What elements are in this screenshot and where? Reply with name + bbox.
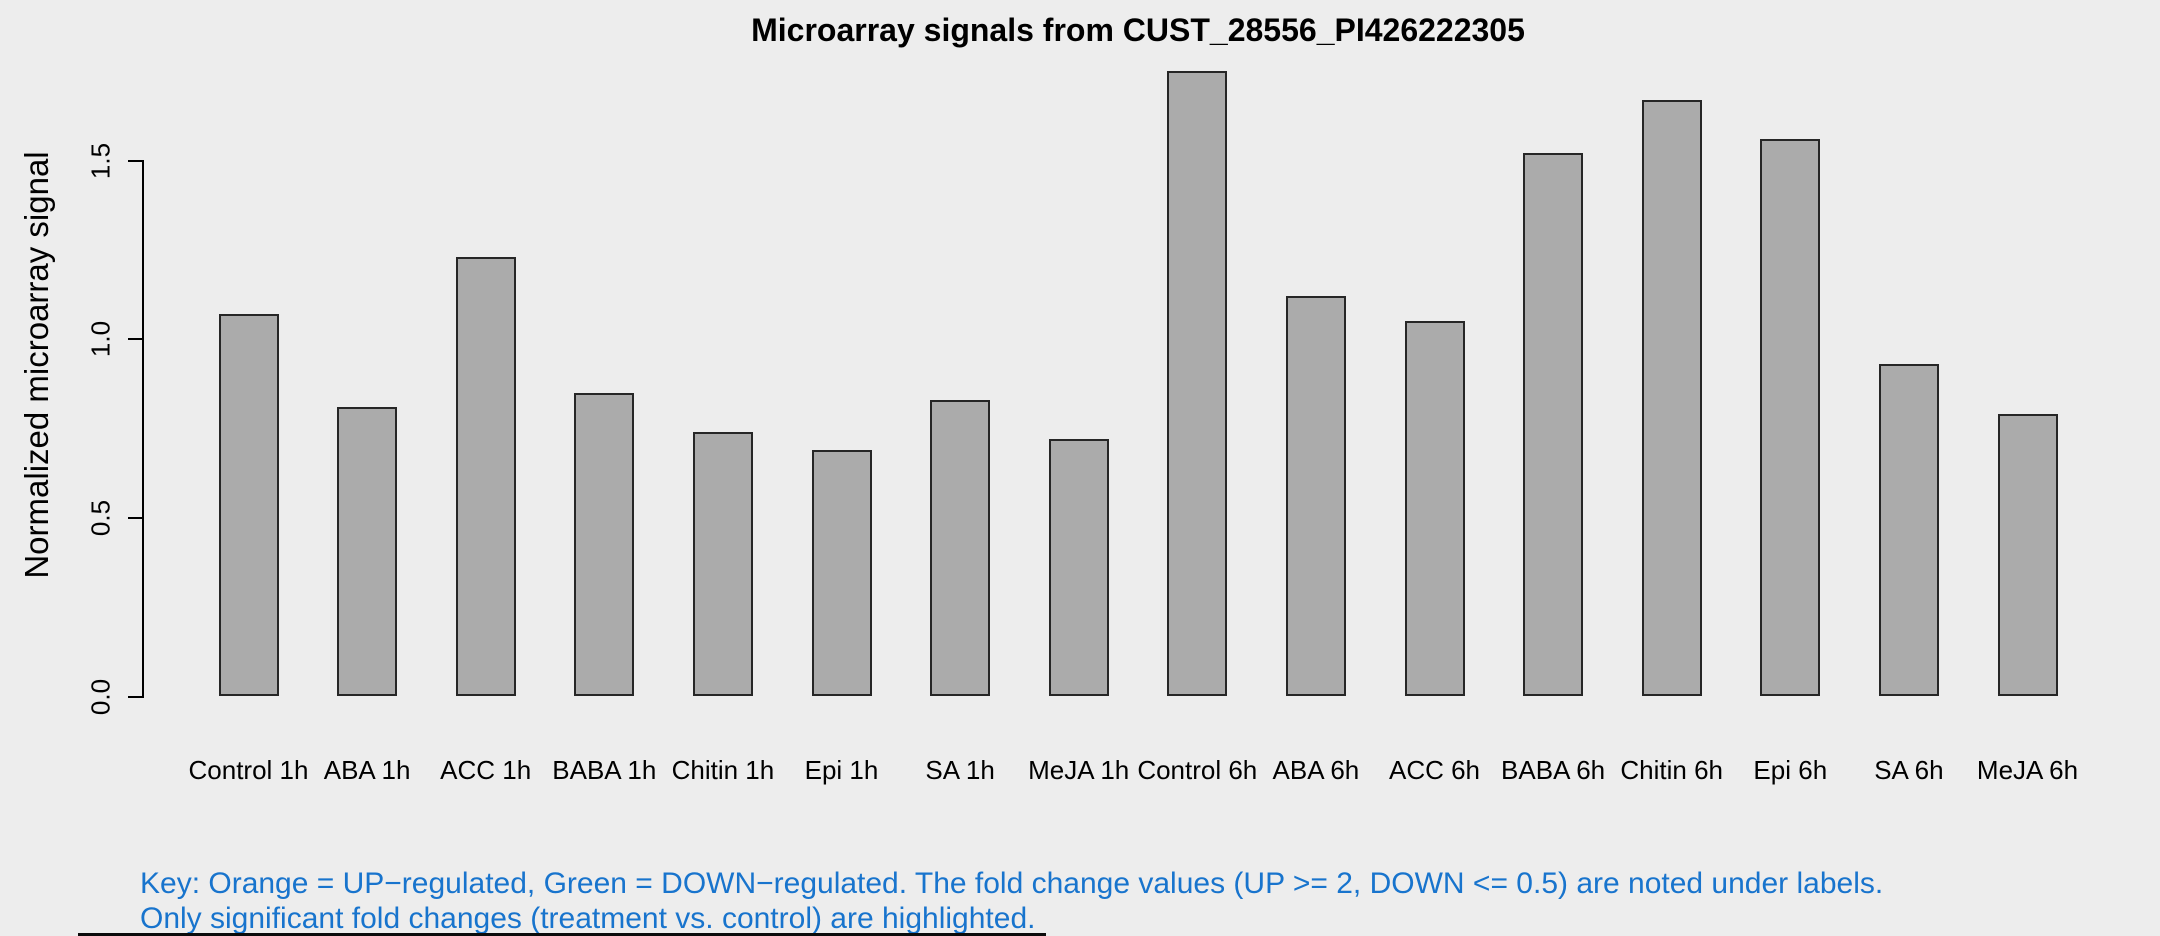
bar-epi-6h: [1760, 139, 1821, 697]
y-axis-tick: [128, 338, 143, 341]
bar-meja-1h: [1048, 439, 1109, 697]
chart-title: Microarray signals from CUST_28556_PI426…: [751, 12, 1525, 48]
x-axis-label-epi-6h: Epi 6h: [1753, 755, 1828, 785]
key-note-line-1: Key: Orange = UP−regulated, Green = DOWN…: [140, 867, 1884, 900]
x-axis-label-meja-1h: MeJA 1h: [1028, 755, 1130, 785]
x-axis-label-epi-1h: Epi 1h: [804, 755, 879, 785]
y-axis-tick-label: 0.0: [85, 678, 116, 715]
x-axis-label-aba-6h: ABA 6h: [1272, 755, 1360, 785]
x-axis-label-sa-6h: SA 6h: [1874, 755, 1944, 785]
x-axis-label-meja-6h: MeJA 6h: [1976, 755, 2079, 785]
key-note-line-2: Only significant fold changes (treatment…: [140, 902, 1036, 935]
y-axis-line: [142, 160, 144, 698]
bar-chitin-6h: [1641, 99, 1702, 697]
x-axis-label-baba-6h: BABA 6h: [1501, 755, 1606, 785]
y-axis-tick-label: 0.5: [85, 499, 116, 536]
bar-chitin-1h: [692, 432, 753, 697]
y-axis-tick-label: 1.0: [85, 321, 116, 358]
x-axis-label-aba-1h: ABA 1h: [323, 755, 411, 785]
cutoff-text-strip: [78, 933, 1046, 936]
y-axis-tick: [128, 695, 143, 698]
bar-acc-6h: [1404, 321, 1465, 697]
bar-sa-6h: [1878, 364, 1939, 697]
x-axis-label-sa-1h: SA 1h: [925, 755, 995, 785]
key-note: Key: Orange = UP−regulated, Green = DOWN…: [140, 866, 1883, 936]
x-axis-label-control-1h: Control 1h: [188, 755, 309, 785]
x-axis-label-baba-1h: BABA 1h: [552, 755, 657, 785]
y-axis-tick: [128, 159, 143, 162]
y-axis-title: Normalized microarray signal: [18, 151, 55, 579]
x-axis-label-acc-6h: ACC 6h: [1388, 755, 1481, 785]
bar-aba-1h: [337, 407, 398, 697]
bar-epi-1h: [811, 449, 872, 697]
y-axis-tick-label: 1.5: [85, 142, 116, 179]
bar-aba-6h: [1285, 296, 1346, 697]
x-axis-label-chitin-1h: Chitin 1h: [671, 755, 775, 785]
bar-control-6h: [1167, 71, 1228, 697]
bar-control-1h: [218, 314, 279, 697]
x-axis-label-acc-1h: ACC 1h: [440, 755, 532, 785]
bar-meja-6h: [1997, 414, 2058, 697]
x-axis-label-chitin-6h: Chitin 6h: [1620, 755, 1723, 785]
bar-sa-1h: [930, 399, 991, 697]
bar-baba-6h: [1523, 153, 1584, 697]
bar-baba-1h: [574, 392, 635, 697]
bar-acc-1h: [455, 257, 516, 697]
y-axis-tick: [128, 516, 143, 519]
x-axis-label-control-6h: Control 6h: [1137, 755, 1258, 785]
